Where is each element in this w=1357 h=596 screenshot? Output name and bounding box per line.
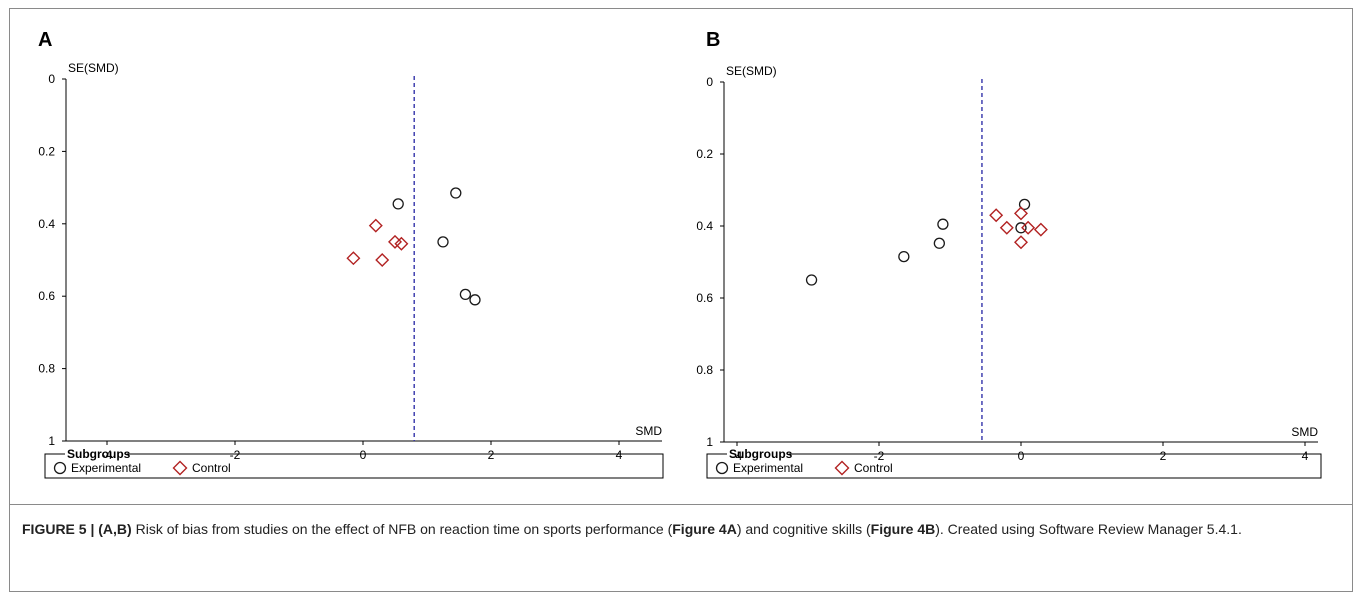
panel-a-legend-title: Subgroups <box>67 447 131 461</box>
panel-a-x-tick-label: 4 <box>616 448 623 462</box>
panel-b-control-point <box>1021 220 1036 235</box>
panel-b-legend-experimental-label: Experimental <box>733 461 803 475</box>
panel-a-y-tick-label: 0.8 <box>38 362 55 376</box>
circle-icon <box>53 461 67 475</box>
panel-a-control-point <box>346 251 361 266</box>
panel-a-legend-control-label: Control <box>192 461 231 475</box>
panel-b-y-axis-title: SE(SMD) <box>726 64 777 78</box>
diamond-icon <box>834 460 850 476</box>
panel-b-x-axis-title: SMD <box>1291 425 1318 439</box>
panel-a-x-tick-label: -4 <box>102 448 113 462</box>
panel-b-control-point <box>999 220 1014 235</box>
panel-b-x-tick-label: 0 <box>1018 449 1025 463</box>
caption-panels: (A,B) <box>98 521 132 537</box>
caption-ref-a: Figure 4A <box>672 521 737 537</box>
panel-b-y-tick-label: 0 <box>706 75 713 89</box>
panel-a-y-tick-label: 0.6 <box>38 289 55 303</box>
panel-a-y-axis-title: SE(SMD) <box>68 61 119 75</box>
funnel-plots: A 0 0.2 0.4 0.6 0.8 1 -4 -2 0 2 4 SE(SMD) SMD Subgroup… <box>38 29 1322 479</box>
panel-a-y-tick-label: 0.2 <box>38 144 55 158</box>
panel-b-experimental-point <box>805 274 818 286</box>
panel-a-y-tick-label: 1 <box>48 434 55 448</box>
caption-text-3: ). Created using Software Review Manager… <box>935 521 1242 537</box>
panel-b-letter: B <box>706 29 720 51</box>
panel-a-control-point <box>375 253 390 267</box>
panel-b-x-tick-label: 2 <box>1160 449 1167 463</box>
panel-b-y-tick-label: 0.4 <box>696 219 713 233</box>
caption-text-2: ) and cognitive skills ( <box>736 521 871 537</box>
panel-b-control-point <box>1033 222 1048 237</box>
panel-b-experimental-point <box>898 250 910 263</box>
caption-divider <box>10 504 1352 505</box>
panel-a-letter: A <box>38 29 52 51</box>
panel-a-x-axis-title: SMD <box>635 424 662 438</box>
panel-b-control-point <box>1014 235 1028 250</box>
panel-b-x-tick-label: -4 <box>732 449 743 463</box>
panel-b-y-tick-label: 0.6 <box>696 291 713 305</box>
panel-b-legend-title: Subgroups <box>729 447 793 461</box>
panel-a-y-tick-label: 0.4 <box>38 217 55 231</box>
diamond-icon <box>172 460 188 476</box>
panel-a-experimental-point <box>392 198 404 210</box>
panel-a-control-point <box>368 218 383 233</box>
panel-b-y-tick-label: 0.8 <box>696 363 713 377</box>
panel-a-experimental-point <box>469 294 481 306</box>
panel-a-x-tick-label: 2 <box>488 448 495 462</box>
panel-a-control-point <box>394 236 409 251</box>
panel-b-x-tick-label: -2 <box>874 449 885 463</box>
panel-b-x-tick-label: 4 <box>1302 449 1309 463</box>
panel-b-y-tick-label: 1 <box>706 435 713 449</box>
panel-a-x-tick-label: 0 <box>360 448 367 462</box>
figure-caption: FIGURE 5 | (A,B) Risk of bias from studi… <box>22 519 1332 540</box>
panel-a-legend-experimental-label: Experimental <box>71 461 141 475</box>
panel-b-control-point <box>1014 206 1028 221</box>
caption-ref-b: Figure 4B <box>870 521 936 537</box>
caption-text-1: Risk of bias from studies on the effect … <box>131 521 673 537</box>
panel-b-legend-box <box>706 453 1322 479</box>
circle-icon <box>715 461 729 475</box>
panel-a-experimental-point <box>450 187 462 199</box>
panel-b-y-tick-label: 0.2 <box>696 147 713 161</box>
panel-a-experimental-point <box>459 288 472 301</box>
panel-b-control-point <box>989 208 1004 223</box>
panel-b-experimental-point <box>1018 198 1031 211</box>
panel-a-legend-box <box>44 453 664 479</box>
panel-a-y-tick-label: 0 <box>48 72 55 86</box>
panel-b-legend-control-label: Control <box>854 461 893 475</box>
panel-b-experimental-point <box>933 237 945 249</box>
panel-a-x-tick-label: -2 <box>230 448 241 462</box>
panel-a-experimental-point <box>437 236 449 248</box>
panel-b-experimental-point <box>1015 222 1027 234</box>
panel-a-control-point <box>388 234 402 249</box>
caption-figure-label: FIGURE 5 | <box>22 521 95 537</box>
figure-frame <box>9 8 1353 592</box>
panel-b-experimental-point <box>937 218 949 230</box>
